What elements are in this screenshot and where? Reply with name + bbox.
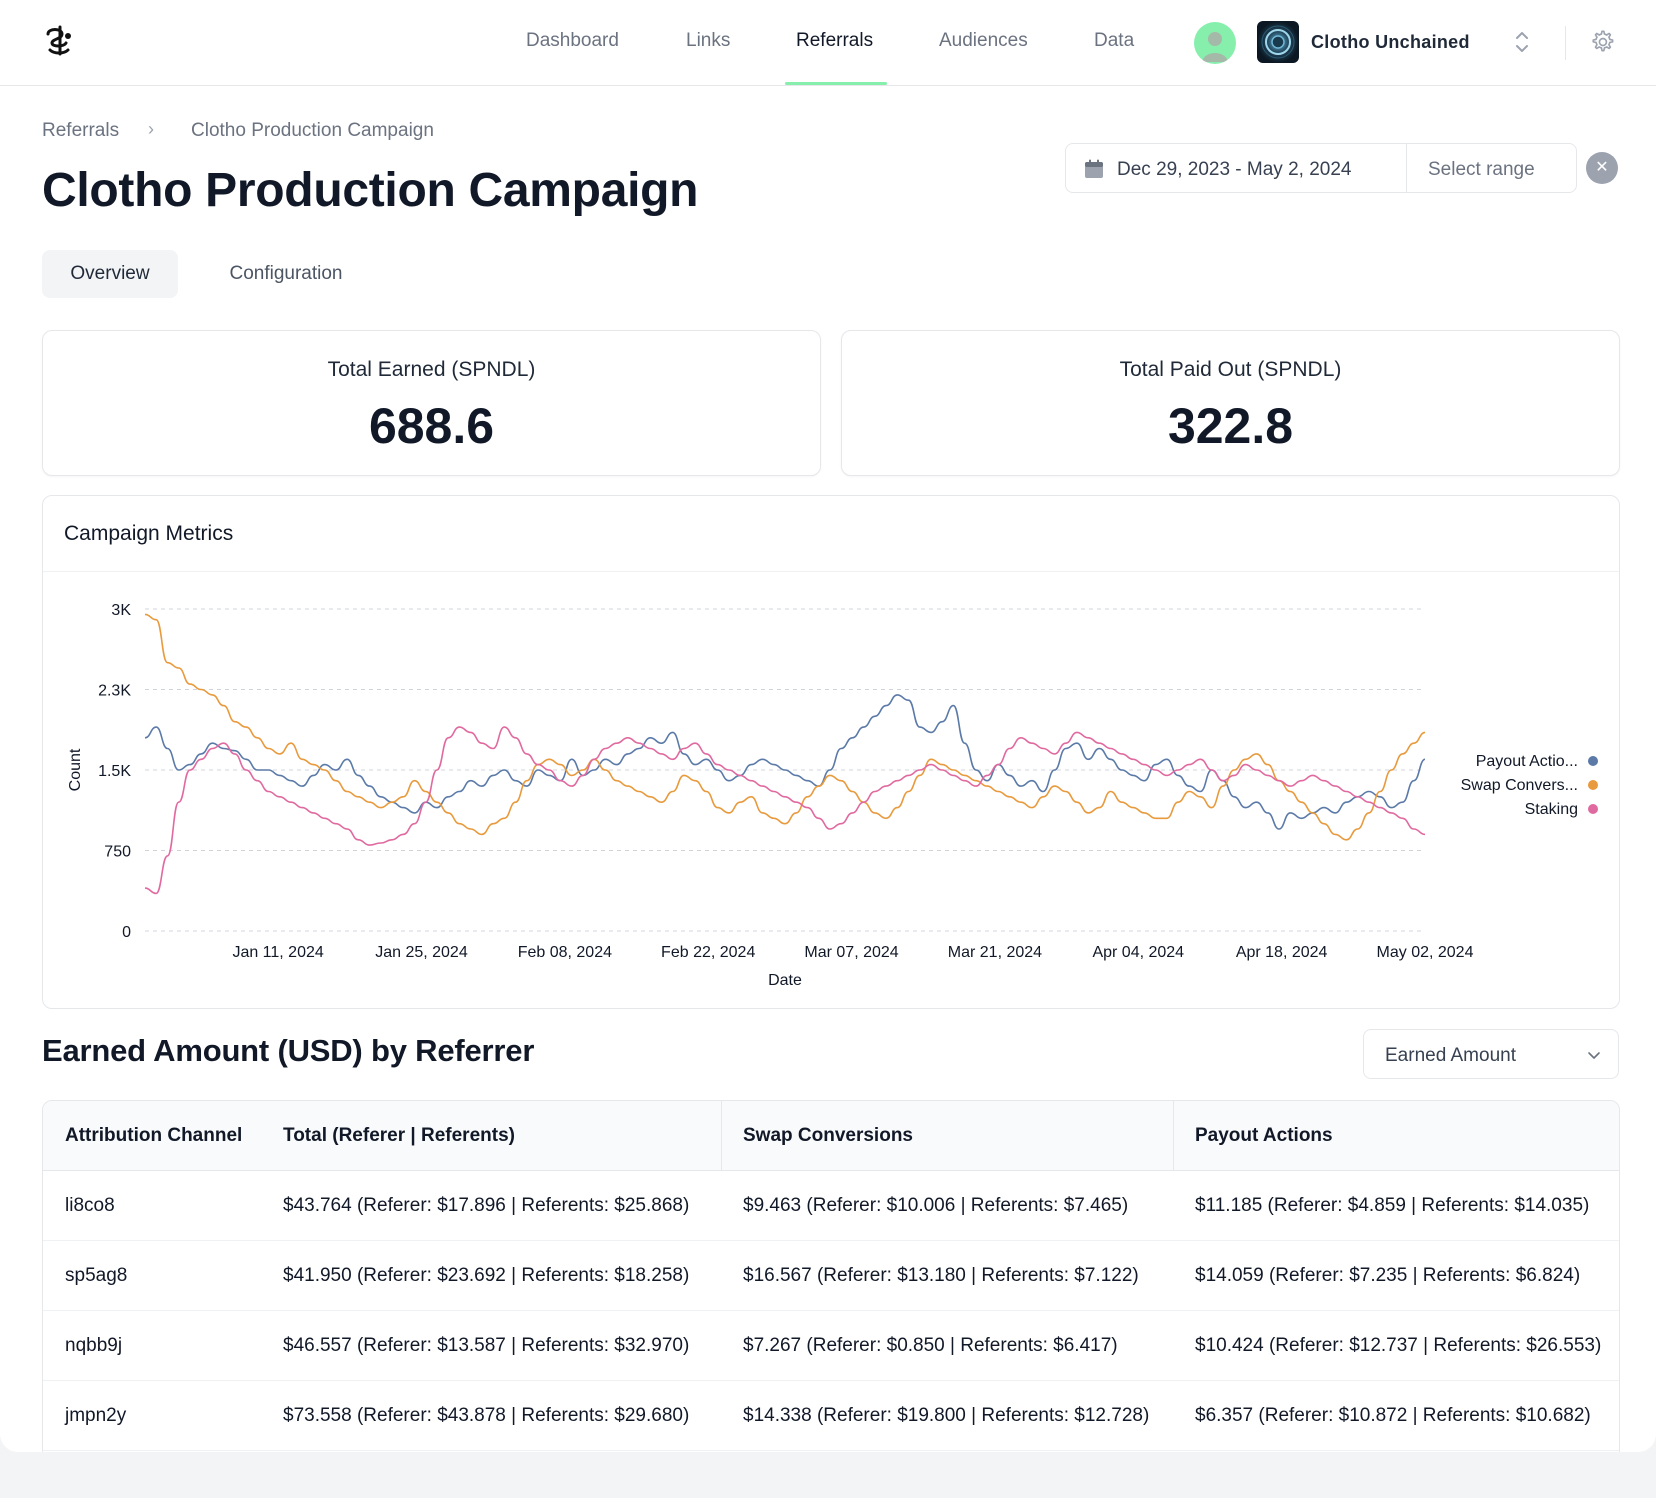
page: Dashboard Links Referrals Audiences Data…: [0, 0, 1656, 1452]
nav-links[interactable]: Links: [686, 30, 731, 51]
stat-label: Total Paid Out (SPNDL): [1119, 358, 1342, 381]
table-row[interactable]: jmpn2y $73.558 (Referer: $43.878 | Refer…: [43, 1381, 1619, 1451]
referrer-table: Attribution Channel Total (Referer | Ref…: [42, 1100, 1620, 1452]
column-header[interactable]: Payout Actions: [1195, 1125, 1333, 1146]
logo-icon[interactable]: [40, 24, 76, 60]
page-title: Clotho Production Campaign: [42, 164, 699, 217]
cell-swap: $16.567 (Referer: $13.180 | Referents: $…: [743, 1265, 1139, 1286]
top-nav-bar: Dashboard Links Referrals Audiences Data…: [0, 0, 1656, 86]
user-avatar[interactable]: [1194, 22, 1236, 64]
org-logo[interactable]: [1257, 21, 1299, 63]
cell-swap: $14.338 (Referer: $19.800 | Referents: $…: [743, 1405, 1150, 1426]
x-tick-label: Jan 11, 2024: [232, 944, 323, 961]
select-range-dropdown[interactable]: Select range: [1428, 159, 1535, 180]
gear-icon[interactable]: [1588, 28, 1616, 56]
x-tick-label: Feb 22, 2024: [661, 944, 755, 961]
campaign-metrics-card: Campaign Metrics 0 750 1.5K 2.3K 3K Jan 11, 2…: [42, 495, 1620, 1009]
line-chart: 0 750 1.5K 2.3K 3K Jan 11, 2024 Jan 25, 2024 Fe…: [67, 602, 1598, 989]
x-tick-label: Feb 08, 2024: [518, 944, 612, 961]
section-title: Earned Amount (USD) by Referrer: [42, 1033, 535, 1068]
breadcrumb-parent[interactable]: Referrals: [42, 120, 120, 141]
chevron-up-down-icon[interactable]: [1512, 28, 1532, 56]
series-line: [144, 726, 1426, 895]
nav-data[interactable]: Data: [1094, 30, 1135, 51]
legend-label: Payout Actio...: [1476, 753, 1578, 770]
x-tick-label: Mar 21, 2024: [948, 944, 1042, 961]
x-tick-label: Mar 07, 2024: [804, 944, 898, 961]
column-header[interactable]: Attribution Channel: [65, 1125, 243, 1146]
cell-swap: $9.463 (Referer: $10.006 | Referents: $7…: [743, 1195, 1129, 1216]
y-tick-label: 750: [104, 844, 131, 861]
column-divider: [721, 1101, 722, 1171]
chevron-down-icon: [1588, 1052, 1600, 1059]
nav-active-indicator: [785, 82, 887, 85]
legend-label: Swap Convers...: [1461, 777, 1578, 794]
nav-audiences[interactable]: Audiences: [939, 30, 1028, 51]
table-row[interactable]: nqbb9j $46.557 (Referer: $13.587 | Refer…: [43, 1311, 1619, 1381]
breadcrumb-separator-icon: ›: [148, 119, 154, 139]
cell-swap: $7.267 (Referer: $0.850 | Referents: $6.…: [743, 1335, 1118, 1356]
calendar-icon: [1085, 159, 1103, 178]
cell-channel: jmpn2y: [65, 1405, 127, 1426]
metric-select-value: Earned Amount: [1385, 1045, 1516, 1066]
x-tick-label: Apr 18, 2024: [1236, 944, 1328, 961]
cell-total: $73.558 (Referer: $43.878 | Referents: $…: [283, 1405, 690, 1426]
cell-payout: $11.185 (Referer: $4.859 | Referents: $1…: [1195, 1195, 1590, 1216]
stat-label: Total Earned (SPNDL): [327, 358, 536, 381]
table-header: Attribution Channel Total (Referer | Ref…: [43, 1101, 1619, 1171]
x-axis-title: Date: [768, 972, 802, 989]
y-tick-label: 2.3K: [98, 683, 131, 700]
stat-card-total-earned: Total Earned (SPNDL) 688.6: [42, 330, 821, 476]
breadcrumb-current: Clotho Production Campaign: [191, 120, 434, 141]
stat-value: 688.6: [368, 398, 495, 454]
table-row[interactable]: li8co8 $43.764 (Referer: $17.896 | Refer…: [43, 1171, 1619, 1241]
x-tick-label: May 02, 2024: [1377, 944, 1474, 961]
cell-channel: sp5ag8: [65, 1265, 128, 1286]
date-range-value[interactable]: Dec 29, 2023 - May 2, 2024: [1117, 159, 1352, 180]
nav-dashboard[interactable]: Dashboard: [526, 30, 619, 51]
cell-payout: $6.357 (Referer: $10.872 | Referents: $1…: [1195, 1405, 1591, 1426]
close-icon[interactable]: ✕: [1586, 152, 1618, 184]
cell-total: $43.764 (Referer: $17.896 | Referents: $…: [283, 1195, 690, 1216]
series-line: [144, 613, 1426, 841]
cell-payout: $14.059 (Referer: $7.235 | Referents: $6…: [1195, 1265, 1581, 1286]
y-tick-label: 0: [122, 924, 131, 941]
org-name[interactable]: Clotho Unchained: [1311, 32, 1470, 52]
column-divider: [1173, 1101, 1174, 1171]
column-header[interactable]: Total (Referer | Referents): [283, 1125, 515, 1146]
stat-value: 322.8: [1167, 398, 1294, 454]
chart-divider: [43, 571, 1619, 572]
user-silhouette-icon: [1202, 32, 1228, 62]
tab-configuration[interactable]: Configuration: [229, 263, 343, 284]
legend-swatch: [1588, 804, 1598, 814]
cell-payout: $10.424 (Referer: $12.737 | Referents: $…: [1195, 1335, 1602, 1356]
chart-title: Campaign Metrics: [64, 522, 234, 545]
cell-total: $41.950 (Referer: $23.692 | Referents: $…: [283, 1265, 690, 1286]
metric-select-dropdown[interactable]: Earned Amount: [1363, 1029, 1619, 1079]
org-emblem-icon: [1261, 25, 1295, 59]
legend-label: Staking: [1525, 801, 1578, 818]
date-range-picker[interactable]: Dec 29, 2023 - May 2, 2024 Select range: [1065, 143, 1577, 193]
cell-total: $46.557 (Referer: $13.587 | Referents: $…: [283, 1335, 690, 1356]
cell-channel: li8co8: [65, 1195, 115, 1216]
tab-overview[interactable]: Overview: [42, 250, 178, 298]
series-line: [144, 694, 1426, 830]
x-tick-label: Apr 04, 2024: [1092, 944, 1184, 961]
legend-swatch: [1588, 756, 1598, 766]
table-row[interactable]: sp5ag8 $41.950 (Referer: $23.692 | Refer…: [43, 1241, 1619, 1311]
stat-card-total-paid-out: Total Paid Out (SPNDL) 322.8: [841, 330, 1620, 476]
y-axis-title: Count: [67, 748, 84, 791]
y-tick-label: 1.5K: [98, 763, 131, 780]
column-header[interactable]: Swap Conversions: [743, 1125, 913, 1146]
nav-referrals[interactable]: Referrals: [796, 30, 874, 51]
legend-swatch: [1588, 780, 1598, 790]
cell-channel: nqbb9j: [65, 1335, 123, 1356]
nav-divider: [1565, 26, 1566, 60]
date-range-divider: [1406, 144, 1407, 192]
y-tick-label: 3K: [111, 602, 131, 619]
x-tick-label: Jan 25, 2024: [375, 944, 468, 961]
